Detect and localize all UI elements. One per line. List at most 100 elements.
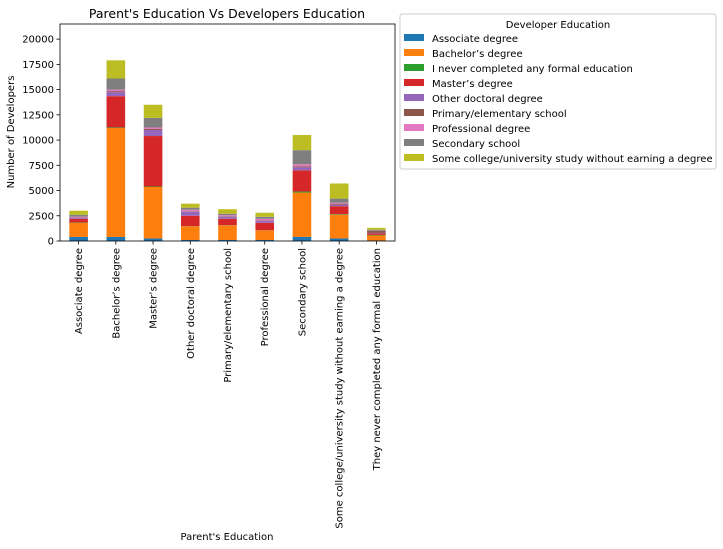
bar-segment bbox=[180, 211, 200, 216]
bar-segment bbox=[329, 214, 349, 239]
bar-segment bbox=[329, 198, 349, 203]
bar-segment bbox=[255, 212, 275, 217]
legend-label: Professional degree bbox=[432, 124, 530, 135]
bar-segment bbox=[367, 227, 386, 230]
y-axis-label: Number of Developers bbox=[6, 76, 17, 189]
bar-segment bbox=[143, 104, 163, 118]
x-tick-label: Secondary school bbox=[297, 248, 308, 336]
bar-segment bbox=[218, 225, 237, 240]
bar-segment bbox=[69, 210, 88, 215]
bar-segment bbox=[106, 92, 126, 97]
x-tick-label: Associate degree bbox=[74, 248, 85, 334]
legend-swatch bbox=[404, 64, 424, 71]
bar-segment bbox=[218, 209, 237, 214]
x-tick-label: Primary/elementary school bbox=[223, 248, 234, 383]
legend-label: Secondary school bbox=[432, 139, 520, 150]
bar-segment bbox=[106, 127, 126, 128]
bar-segment bbox=[143, 136, 163, 187]
bar-segment bbox=[218, 216, 237, 219]
bar-segment bbox=[367, 235, 386, 241]
bar-segment bbox=[255, 239, 275, 241]
bar-segment bbox=[180, 203, 200, 208]
bar-segment bbox=[143, 186, 163, 187]
bar-segment bbox=[69, 216, 88, 218]
bar-segment bbox=[143, 129, 163, 137]
bar-segment bbox=[143, 187, 163, 239]
legend-label: Master’s degree bbox=[432, 79, 513, 90]
bar-segment bbox=[180, 239, 200, 241]
bar-segment bbox=[292, 150, 312, 165]
bar-segment bbox=[367, 229, 386, 231]
bar-segment bbox=[367, 233, 386, 235]
bar-segment bbox=[218, 215, 237, 217]
y-tick-label: 0 bbox=[48, 237, 54, 248]
bar-segment bbox=[69, 222, 88, 237]
bar-segment bbox=[106, 127, 126, 237]
x-tick-label: They never completed any formal educatio… bbox=[372, 248, 383, 471]
bar-segment bbox=[329, 204, 349, 207]
bar-segment bbox=[255, 216, 275, 219]
chart-title: Parent's Education Vs Developers Educati… bbox=[89, 6, 365, 21]
bar-segment bbox=[218, 218, 237, 226]
legend-label: Some college/university study without ea… bbox=[432, 154, 713, 165]
legend-swatch bbox=[404, 154, 424, 161]
bar-segment bbox=[255, 220, 275, 223]
legend-swatch bbox=[404, 34, 424, 41]
y-tick-label: 7500 bbox=[29, 161, 54, 172]
bar-segment bbox=[106, 89, 126, 92]
bar-segment bbox=[106, 60, 126, 79]
bar-segment bbox=[218, 239, 237, 241]
bar-segment bbox=[329, 238, 349, 241]
bar-segment bbox=[180, 215, 200, 227]
x-tick-label: Other doctoral degree bbox=[186, 248, 197, 359]
bar-segment bbox=[106, 78, 126, 90]
y-tick-label: 5000 bbox=[29, 186, 54, 197]
legend-label: Primary/elementary school bbox=[432, 109, 567, 120]
y-tick-label: 2500 bbox=[29, 211, 54, 222]
bar-segment bbox=[367, 230, 386, 233]
bar-segment bbox=[255, 218, 275, 221]
legend-label: I never completed any formal education bbox=[432, 64, 633, 75]
bar-segment bbox=[292, 170, 312, 192]
bar-segment bbox=[69, 236, 88, 241]
bar-segment bbox=[69, 218, 88, 223]
bar-segment bbox=[292, 192, 312, 237]
bar-segment bbox=[180, 226, 200, 240]
bar-segment bbox=[218, 216, 237, 217]
bar-segment bbox=[143, 127, 163, 129]
x-tick-label: Some college/university study without ea… bbox=[335, 248, 346, 529]
x-tick-label: Bachelor’s degree bbox=[111, 248, 122, 339]
legend-swatch bbox=[404, 49, 424, 56]
bar-segment bbox=[329, 206, 349, 215]
x-ticks: Associate degree Bachelor’s degree Master’… bbox=[74, 241, 383, 529]
legend-swatch bbox=[404, 109, 424, 116]
bar-segment bbox=[69, 217, 88, 219]
bar-segment bbox=[329, 202, 349, 204]
bar-segment bbox=[180, 207, 200, 210]
x-tick-label: Master’s degree bbox=[149, 248, 160, 329]
legend: Developer Education Associate degree Bach… bbox=[399, 13, 717, 170]
y-tick-label: 17500 bbox=[22, 60, 54, 71]
bar-segment bbox=[292, 167, 312, 171]
bar-segment bbox=[292, 135, 312, 151]
bar-segment bbox=[292, 236, 312, 241]
bar-segment bbox=[329, 214, 349, 215]
legend-swatch bbox=[404, 139, 424, 146]
bar-segment bbox=[106, 91, 126, 93]
bar-segment bbox=[292, 166, 312, 168]
bars-layer bbox=[69, 60, 386, 241]
bar-segment bbox=[180, 211, 200, 212]
x-tick-label: Professional degree bbox=[260, 248, 271, 346]
legend-label: Associate degree bbox=[432, 34, 518, 45]
bar-segment bbox=[255, 230, 275, 240]
legend-swatch bbox=[404, 124, 424, 131]
bar-segment bbox=[180, 209, 200, 212]
legend-label: Bachelor’s degree bbox=[432, 49, 523, 60]
bar-segment bbox=[329, 203, 349, 205]
legend-swatch bbox=[404, 79, 424, 86]
bar-segment bbox=[218, 213, 237, 216]
bar-segment bbox=[106, 236, 126, 241]
bar-segment bbox=[69, 214, 88, 217]
y-tick-label: 10000 bbox=[22, 136, 54, 147]
